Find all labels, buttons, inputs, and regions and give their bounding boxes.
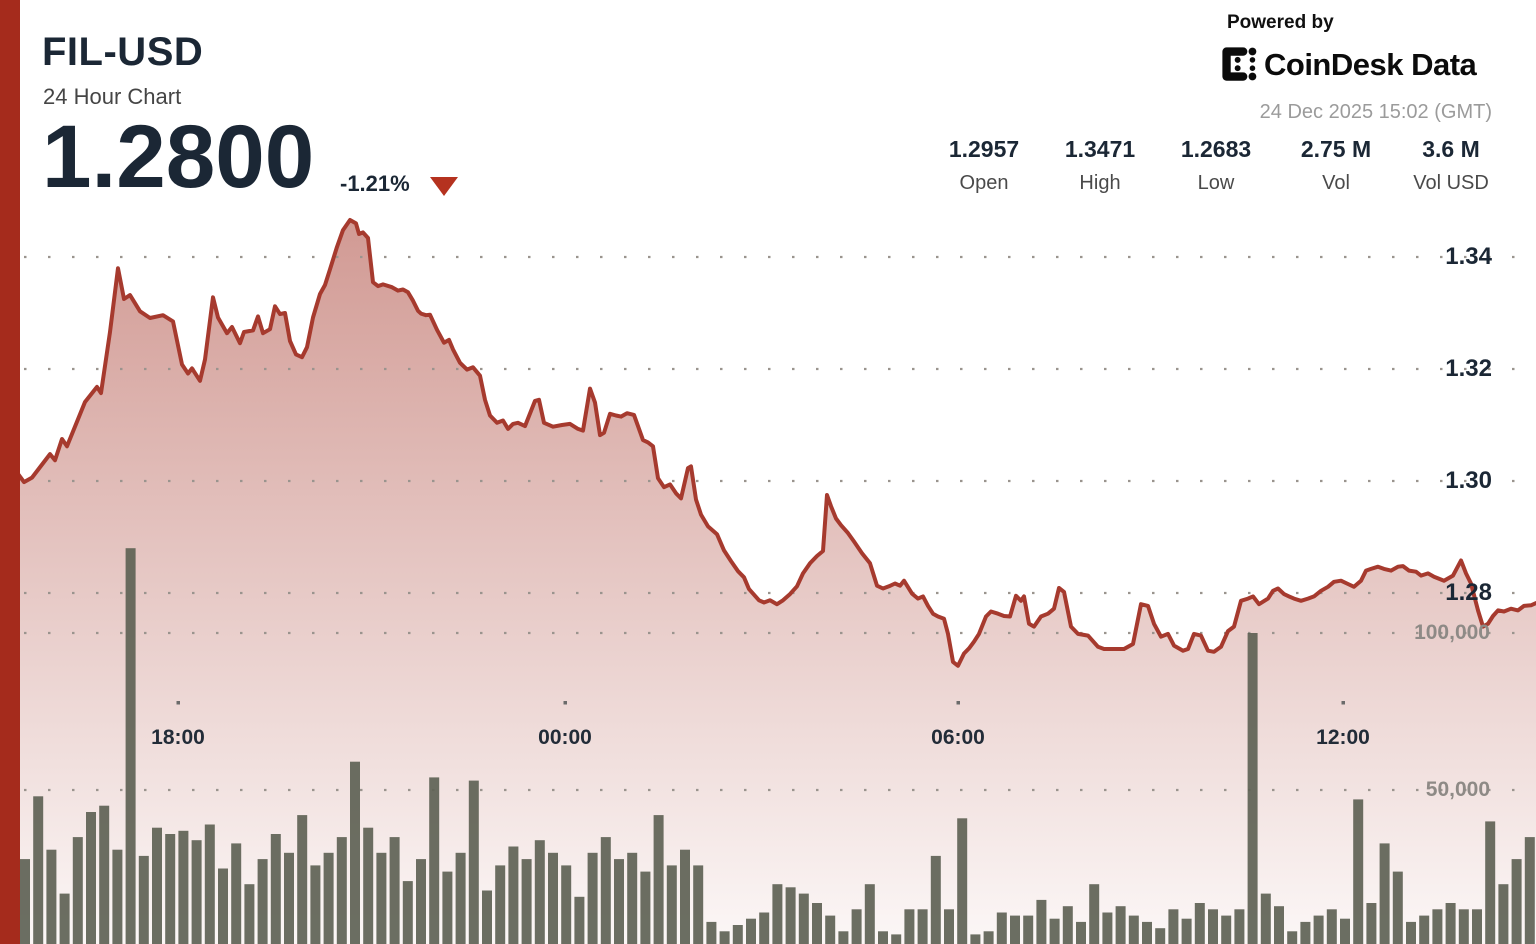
stat-high-value: 1.3471	[1064, 136, 1136, 162]
price-down-triangle-icon	[430, 177, 458, 196]
coindesk-logo-text: CoinDesk Data	[1264, 46, 1477, 82]
stat-high: 1.3471 High	[1065, 136, 1135, 195]
time-axis-tick-1200: 12:00	[1316, 726, 1370, 749]
price-axis-tick-1.32: 1.32	[1445, 355, 1492, 382]
stat-vol-usd-label: Vol USD	[1413, 172, 1489, 194]
price-change-percent: -1.21%	[340, 171, 410, 196]
stat-low-value: 1.2683	[1180, 136, 1252, 162]
volume-axis-tick-100000: 100,000	[1414, 621, 1490, 644]
coindesk-logo-icon	[1222, 47, 1257, 81]
chart-subtitle: 24 Hour Chart	[43, 84, 182, 109]
symbol-title: FIL-USD	[42, 30, 204, 74]
volume-axis-tick-50000: 50,000	[1425, 778, 1490, 801]
stat-low-label: Low	[1197, 172, 1235, 194]
left-accent-bar	[0, 0, 20, 944]
stat-vol-value: 2.75 M	[1300, 136, 1372, 162]
stat-vol-usd-value: 3.6 M	[1422, 136, 1480, 162]
time-axis-tick-0600: 06:00	[931, 726, 985, 749]
time-axis-tick-1800: 18:00	[151, 726, 205, 749]
price-axis-tick-1.34: 1.34	[1445, 243, 1492, 270]
time-axis-tick-0000: 00:00	[538, 726, 592, 749]
stat-open-label: Open	[959, 172, 1009, 194]
stat-vol-label: Vol	[1322, 172, 1350, 194]
powered-by-label: Powered by	[1227, 12, 1334, 33]
coindesk-logo: CoinDesk Data	[1221, 46, 1477, 83]
price-axis-tick-1.30: 1.30	[1445, 467, 1492, 494]
stat-vol: 2.75 M Vol	[1301, 136, 1371, 195]
stat-low: 1.2683 Low	[1181, 136, 1251, 195]
stat-open: 1.2957 Open	[949, 136, 1019, 195]
stat-open-value: 1.2957	[948, 136, 1020, 162]
last-price: 1.2800	[42, 106, 315, 206]
price-axis-tick-1.28: 1.28	[1445, 579, 1492, 606]
stat-vol-usd: 3.6 M Vol USD	[1413, 136, 1489, 195]
chart-timestamp: 24 Dec 2025 15:02 (GMT)	[1259, 101, 1492, 123]
stat-high-label: High	[1079, 172, 1121, 194]
